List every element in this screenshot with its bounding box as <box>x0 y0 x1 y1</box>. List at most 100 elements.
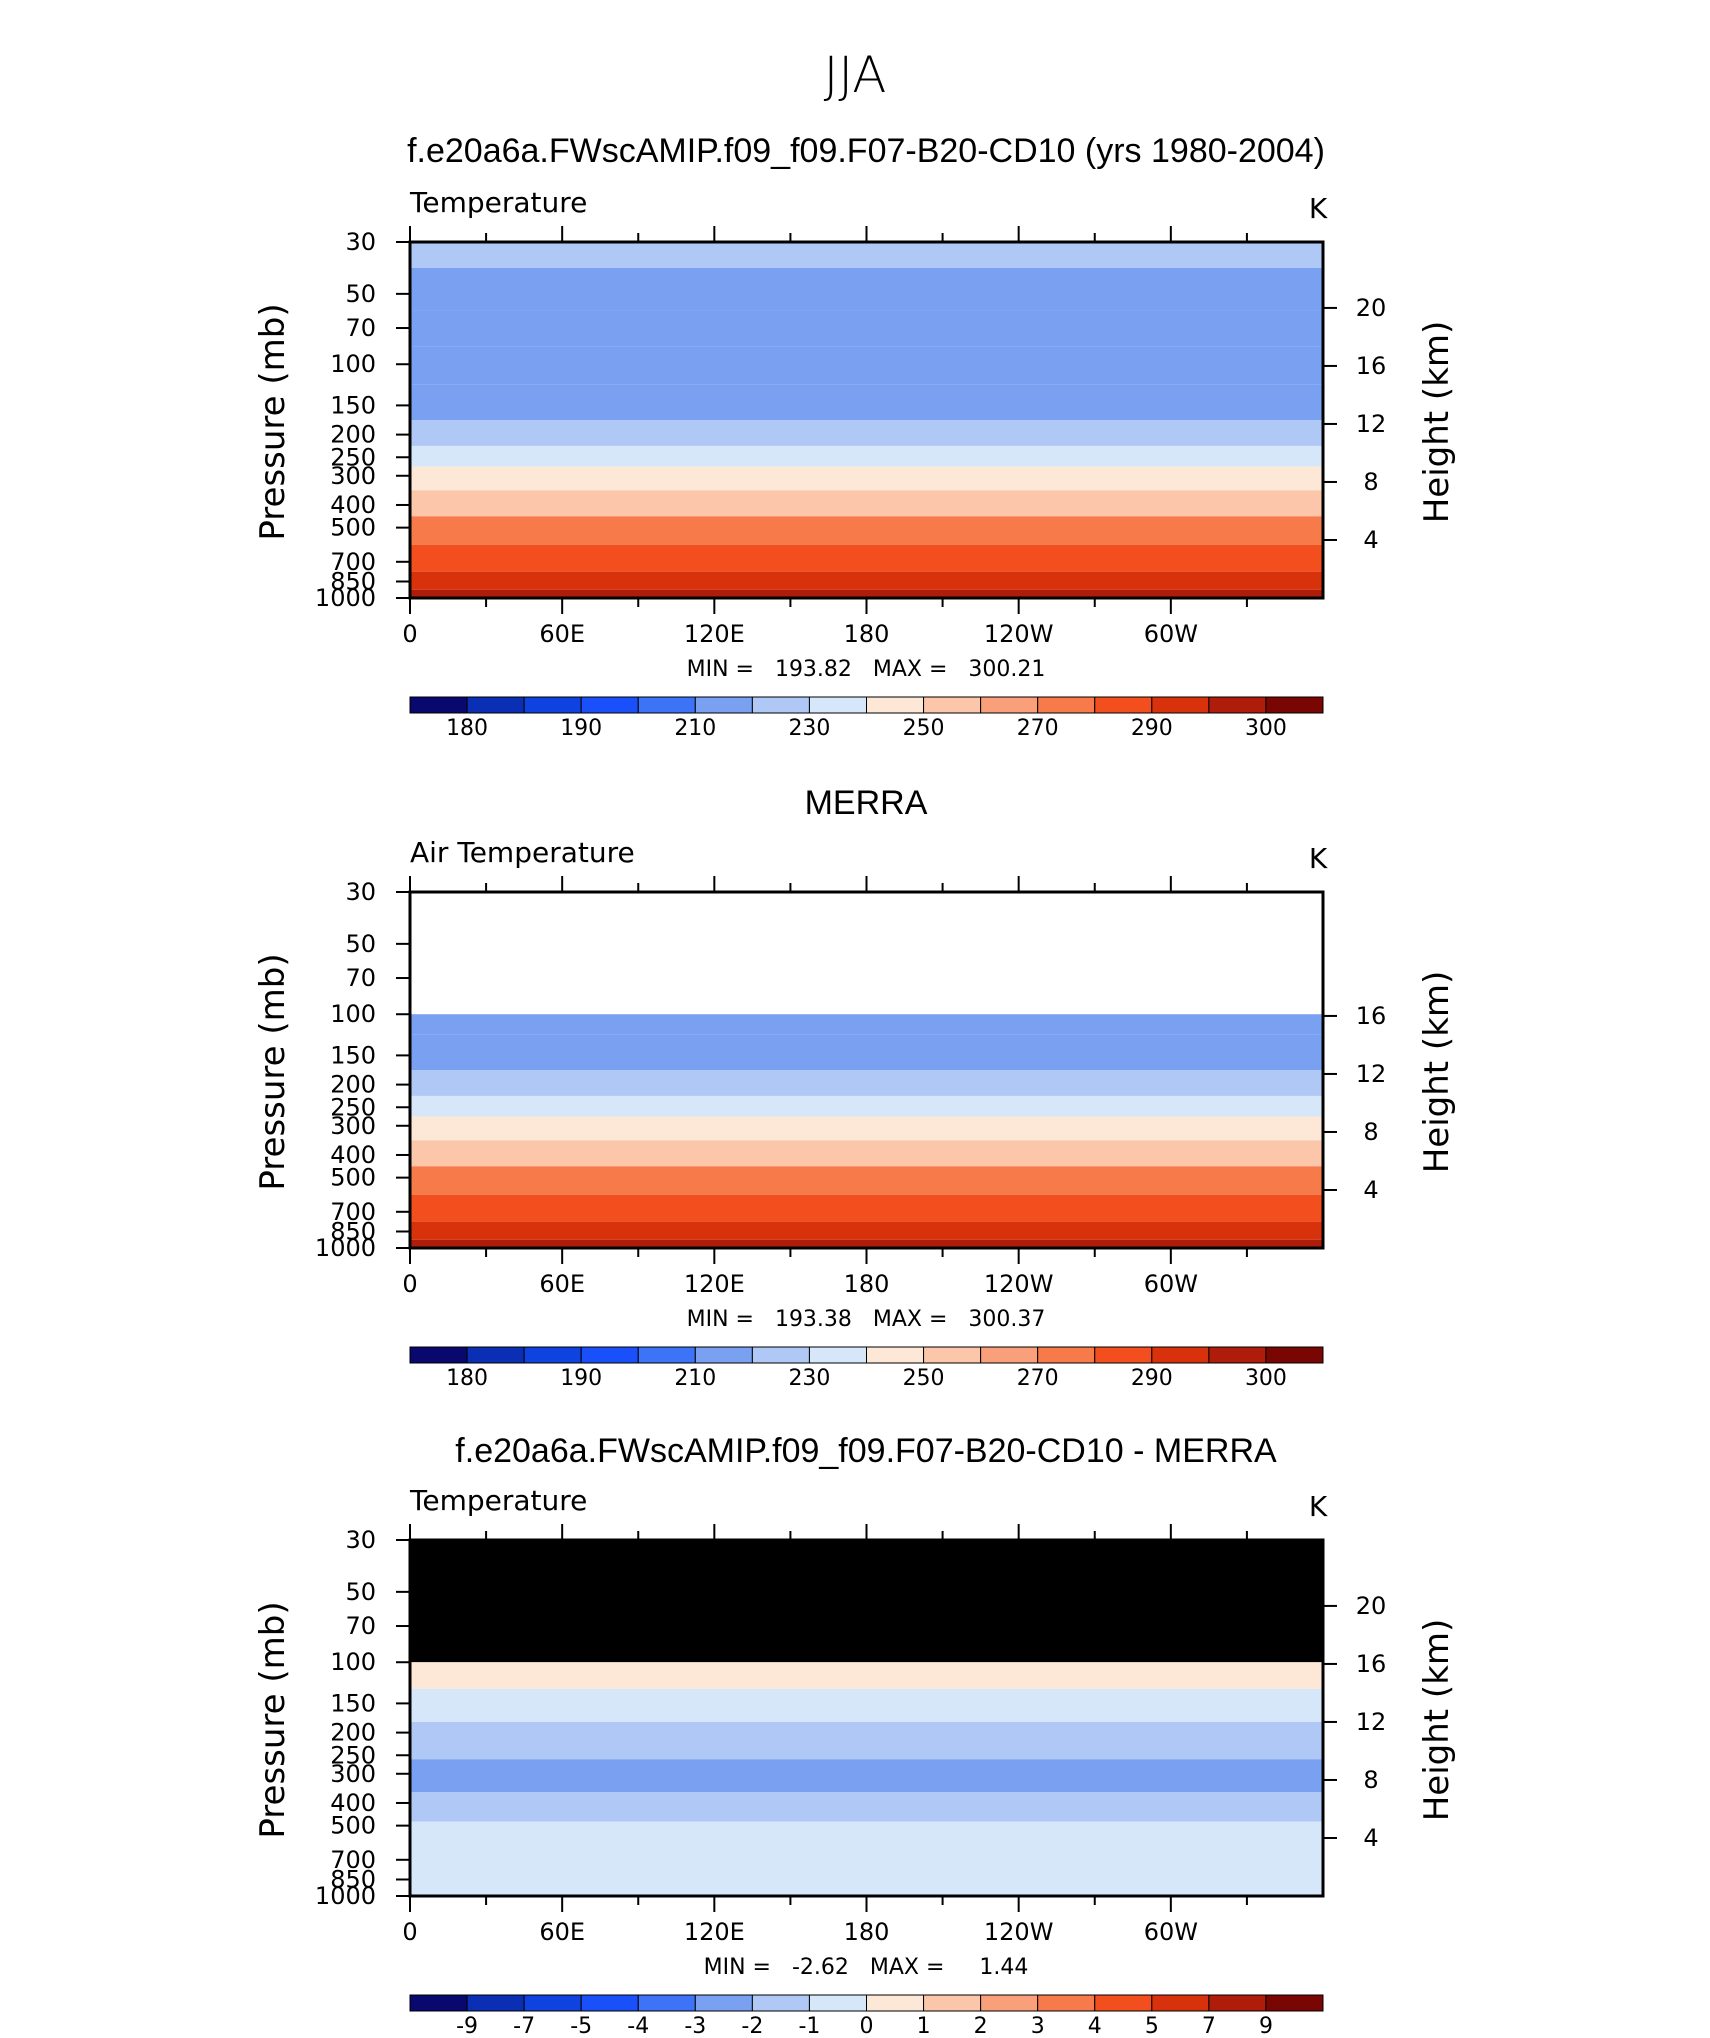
y-tick-label: 50 <box>345 930 376 958</box>
difference-band <box>410 1792 1323 1822</box>
colorbar-swatch <box>751 1994 810 2012</box>
colorbar-swatch <box>866 696 925 714</box>
colorbar-swatch <box>637 696 696 714</box>
colorbar-label: 290 <box>1131 1366 1173 1391</box>
y-tick-label: 50 <box>345 1578 376 1606</box>
difference-band <box>410 1759 1323 1793</box>
colorbar-swatch <box>694 696 753 714</box>
y-right-tick-label: 12 <box>1356 1060 1387 1088</box>
colorbar-label: 300 <box>1245 1366 1287 1391</box>
x-tick-label: 120W <box>984 1270 1054 1298</box>
y-axis-right-label: Height (km) <box>1417 1619 1457 1822</box>
y-tick-label: 100 <box>330 1000 376 1028</box>
x-tick-label: 60E <box>539 1918 585 1946</box>
x-tick-label: 120E <box>684 1270 745 1298</box>
colorbar-swatch <box>923 1346 982 1364</box>
temperature-band <box>410 1034 1323 1070</box>
y-tick-label: 400 <box>330 1141 376 1169</box>
temperature-band <box>410 267 1323 311</box>
y-tick-label: 1000 <box>315 1882 376 1910</box>
colorbar-label: 290 <box>1131 716 1173 741</box>
y-right-tick-label: 8 <box>1363 468 1378 496</box>
colorbar-label: 3 <box>1031 2014 1045 2038</box>
colorbar-swatch <box>751 1346 810 1364</box>
variable-label: Temperature <box>409 1484 587 1517</box>
colorbar-swatch <box>808 1346 867 1364</box>
x-tick-label: 60E <box>539 1270 585 1298</box>
difference-band <box>410 1662 1323 1689</box>
y-tick-label: 50 <box>345 280 376 308</box>
x-tick-label: 180 <box>844 1270 890 1298</box>
colorbar-swatch <box>923 696 982 714</box>
y-right-tick-label: 8 <box>1363 1766 1378 1794</box>
temperature-band <box>410 445 1323 467</box>
x-tick-label: 60W <box>1144 1918 1198 1946</box>
temperature-band <box>410 1095 1323 1117</box>
y-tick-label: 850 <box>330 1866 376 1894</box>
temperature-band <box>410 1116 1323 1141</box>
temperature-band <box>410 571 1323 590</box>
colorbar-label: 190 <box>560 1366 602 1391</box>
colorbar-label: 250 <box>903 716 945 741</box>
temperature-band <box>410 1014 1323 1035</box>
plot-area: 0 60E 120E 180 120W 60W3050701001502002503004… <box>315 1524 1386 1946</box>
colorbar-swatch <box>580 1994 639 2012</box>
y-tick-label: 70 <box>345 1612 376 1640</box>
y-right-tick-label: 4 <box>1363 1176 1378 1204</box>
y-right-tick-label: 16 <box>1356 1650 1387 1678</box>
colorbar-swatch <box>466 696 525 714</box>
y-tick-label: 500 <box>330 1164 376 1192</box>
y-tick-label: 200 <box>330 1071 376 1099</box>
y-tick-label: 70 <box>345 964 376 992</box>
y-axis-label: Pressure (mb) <box>253 953 293 1190</box>
panel-difference: f.e20a6a.FWscAMIP.f09_f09.F07-B20-CD10 -… <box>253 1432 1457 2038</box>
colorbar-label: -1 <box>798 2014 820 2038</box>
temperature-band <box>410 420 1323 446</box>
temperature-band <box>410 384 1323 420</box>
colorbar-swatch <box>923 1994 982 2012</box>
colorbar-swatch <box>751 696 810 714</box>
colorbar-label: -5 <box>570 2014 592 2038</box>
colorbar-swatch <box>1208 696 1267 714</box>
colorbar-swatch <box>694 1346 753 1364</box>
y-tick-label: 150 <box>330 1041 376 1069</box>
missing-data-region <box>410 1540 1323 1663</box>
x-tick-label: 0 <box>402 620 417 648</box>
colorbar-label: 180 <box>446 716 488 741</box>
colorbar-swatch <box>1094 1346 1153 1364</box>
colorbar-swatch <box>1265 1346 1324 1364</box>
colorbar-swatch <box>580 1346 639 1364</box>
colorbar-swatch <box>694 1994 753 2012</box>
variable-label: Air Temperature <box>410 836 635 869</box>
x-tick-label: 180 <box>844 620 890 648</box>
colorbar-swatch <box>637 1994 696 2012</box>
y-tick-label: 1000 <box>315 1234 376 1262</box>
colorbar-swatch <box>1208 1994 1267 2012</box>
temperature-band <box>410 242 1323 268</box>
y-tick-label: 500 <box>330 514 376 542</box>
panel-title: f.e20a6a.FWscAMIP.f09_f09.F07-B20-CD10 -… <box>455 1432 1277 1470</box>
colorbar-swatch <box>523 1994 582 2012</box>
plot-area: 0 60E 120E 180 120W 60W3050701001502002503004… <box>315 226 1386 648</box>
colorbar-swatch <box>1151 696 1210 714</box>
y-tick-label: 70 <box>345 314 376 342</box>
colorbar-swatch <box>580 696 639 714</box>
difference-band <box>410 1821 1323 1896</box>
temperature-band <box>410 1070 1323 1096</box>
colorbar-label: -4 <box>627 2014 649 2038</box>
colorbar-swatch <box>980 696 1039 714</box>
y-tick-label: 700 <box>330 1846 376 1874</box>
y-right-tick-label: 16 <box>1356 1002 1387 1030</box>
colorbar-label: 270 <box>1017 716 1059 741</box>
panel-title: f.e20a6a.FWscAMIP.f09_f09.F07-B20-CD10 (… <box>407 132 1325 170</box>
colorbar-label: 230 <box>788 1366 830 1391</box>
colorbar-swatch <box>409 1994 468 2012</box>
colorbar-label: 9 <box>1259 2014 1273 2038</box>
y-tick-label: 30 <box>345 1526 376 1554</box>
colorbar-swatch <box>466 1346 525 1364</box>
main-title: JJA <box>824 46 887 104</box>
x-tick-label: 120W <box>984 1918 1054 1946</box>
y-tick-label: 850 <box>330 568 376 596</box>
plot-area: 0 60E 120E 180 120W 60W3050701001502002503004… <box>315 876 1386 1298</box>
